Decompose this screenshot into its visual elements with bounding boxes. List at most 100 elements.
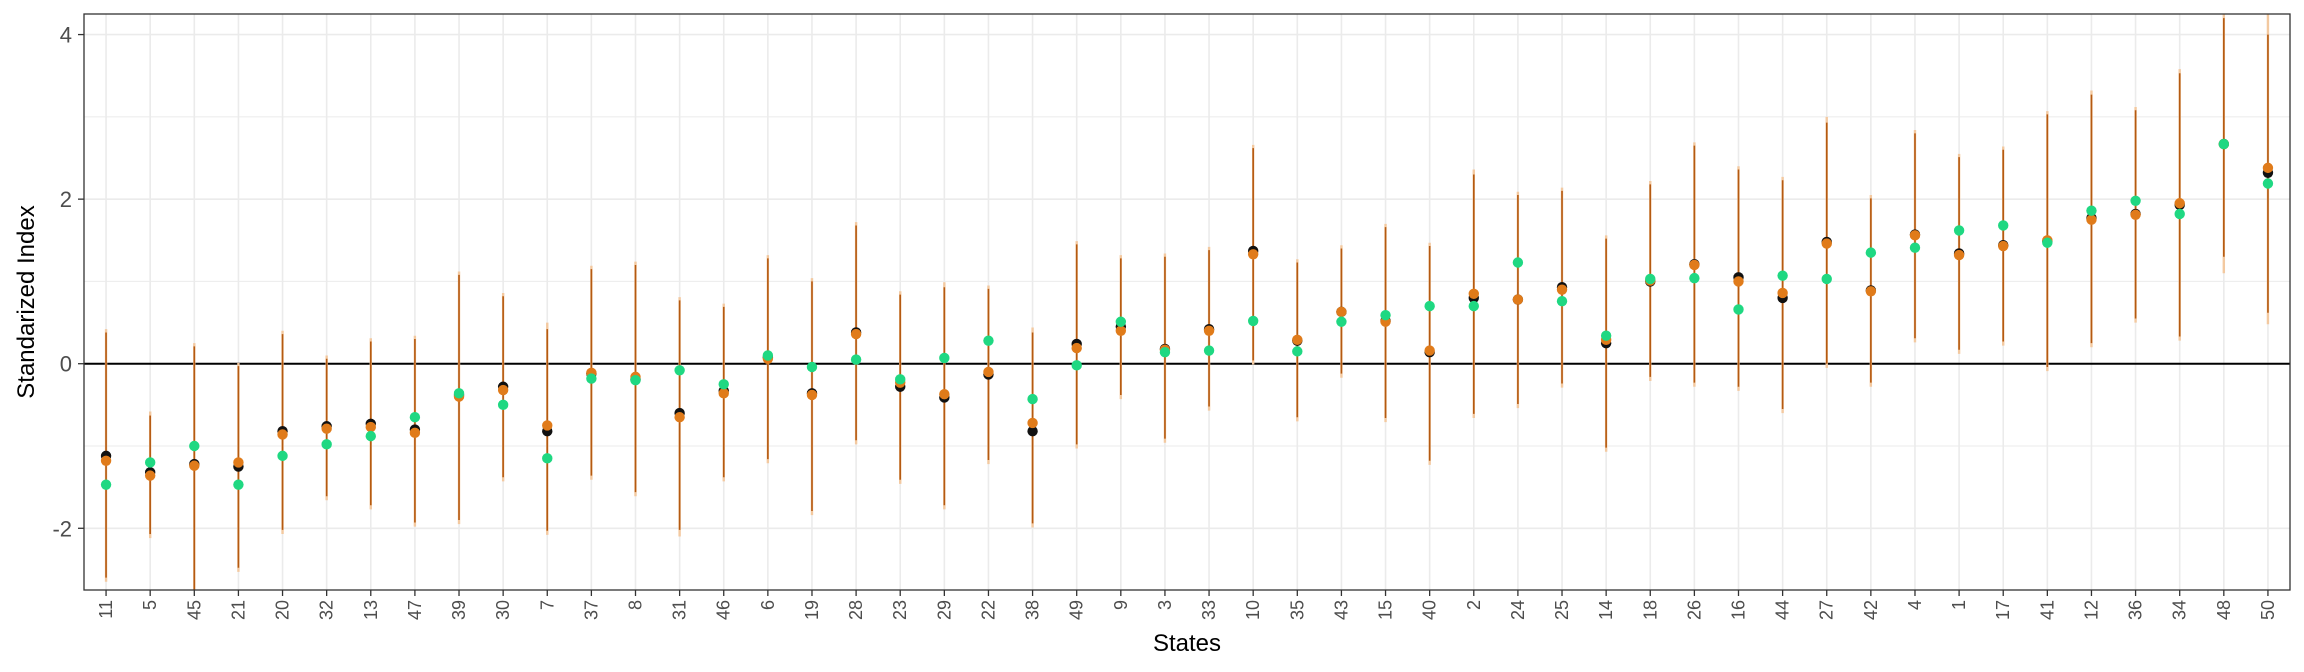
green-point	[1115, 316, 1127, 327]
green-point	[1998, 220, 2009, 231]
x-tick-label: 9	[1111, 600, 1131, 610]
orange-point	[233, 457, 244, 468]
x-tick-label: 43	[1331, 600, 1351, 620]
green-point	[586, 373, 597, 384]
x-tick-label: 7	[537, 600, 557, 610]
green-point	[409, 412, 421, 423]
orange-point	[1027, 417, 1038, 429]
green-point	[762, 350, 774, 361]
orange-point	[1424, 345, 1435, 356]
green-point	[1027, 393, 1038, 405]
x-tick-label: 4	[1905, 600, 1925, 610]
green-point	[189, 440, 200, 452]
plot-frame	[83, 13, 2291, 591]
x-tick-label: 2	[1464, 600, 1484, 610]
x-tick-label: 15	[1376, 600, 1396, 620]
green-point	[850, 354, 862, 365]
x-tick-label: 45	[184, 600, 204, 620]
orange-point	[497, 384, 509, 396]
x-tick-label: 37	[581, 600, 601, 620]
x-tick-label: 14	[1596, 600, 1616, 620]
orange-point	[1512, 294, 1524, 305]
x-tick-label: 34	[2170, 600, 2190, 620]
x-tick-label: 8	[626, 600, 646, 610]
green-point	[497, 399, 509, 411]
x-tick-label: 22	[978, 600, 998, 620]
x-tick-label: 31	[670, 600, 690, 620]
orange-point	[321, 423, 332, 434]
orange-point	[2086, 214, 2097, 225]
x-axis-title: States	[1153, 630, 1221, 657]
orange-point	[542, 420, 553, 431]
green-point	[542, 453, 553, 464]
x-tick-label: 44	[1773, 600, 1793, 620]
green-point	[1645, 273, 1656, 285]
green-point	[1247, 315, 1259, 327]
orange-point	[1821, 238, 1832, 249]
x-tick-label: 13	[361, 600, 381, 620]
x-tick-label: 33	[1199, 600, 1219, 620]
green-point	[1336, 316, 1347, 327]
orange-point	[1071, 342, 1082, 354]
x-tick-label: 48	[2214, 600, 2234, 620]
x-tick-label: 29	[934, 600, 954, 620]
x-tick-label: 11	[96, 600, 116, 619]
x-tick-label: 30	[493, 600, 513, 620]
orange-point	[1556, 284, 1568, 295]
green-point	[1821, 273, 1832, 285]
orange-point	[806, 389, 818, 401]
green-point	[1424, 300, 1435, 312]
orange-point	[409, 427, 421, 439]
x-tick-label: 49	[1067, 600, 1087, 620]
x-tick-label: 6	[758, 600, 778, 610]
x-tick-label: 20	[273, 600, 293, 620]
orange-point	[1909, 230, 1921, 241]
orange-point	[2130, 209, 2141, 220]
x-tick-label: 41	[2037, 600, 2057, 620]
green-point	[1071, 360, 1082, 371]
green-point	[2218, 138, 2230, 150]
green-point	[1468, 300, 1479, 312]
x-tick-label: 50	[2258, 600, 2278, 620]
orange-point	[1953, 249, 1965, 261]
green-point	[1865, 247, 1877, 258]
green-point	[100, 479, 112, 490]
orange-point	[1777, 287, 1788, 299]
green-point	[144, 457, 156, 468]
x-tick-label: 47	[405, 600, 425, 620]
x-tick-label: 39	[449, 600, 469, 620]
green-point	[453, 388, 465, 399]
data-points	[100, 138, 2274, 490]
black-point	[1027, 425, 1038, 437]
green-point	[1512, 257, 1524, 268]
x-tick-label: 28	[846, 600, 866, 620]
y-tick-label: 4	[60, 23, 72, 48]
x-tick-label: 12	[2081, 600, 2101, 620]
x-tick-label: 27	[1817, 600, 1837, 620]
green-point	[233, 479, 244, 490]
green-point	[806, 361, 818, 373]
x-tick-label: 46	[714, 600, 734, 620]
y-tick-label: 0	[60, 352, 72, 377]
orange-point	[100, 455, 112, 467]
x-tick-label: 3	[1155, 600, 1175, 610]
x-tick-label: 36	[2126, 600, 2146, 620]
green-point	[321, 439, 332, 450]
x-tick-label: 23	[890, 600, 910, 620]
orange-point	[1733, 276, 1744, 287]
y-axis-title: Standarized Index	[13, 205, 40, 398]
x-tick-label: 32	[317, 600, 337, 620]
orange-point	[850, 328, 862, 340]
green-point	[939, 352, 950, 364]
orange-point	[983, 366, 994, 378]
x-tick-label: 10	[1243, 600, 1263, 620]
green-point	[2174, 208, 2185, 220]
green-point	[1380, 309, 1391, 321]
green-point	[1556, 295, 1568, 307]
green-point	[1292, 346, 1303, 357]
green-point	[1689, 272, 1700, 284]
x-tick-label: 42	[1861, 600, 1881, 620]
x-tick-label: 24	[1508, 600, 1528, 620]
x-tick-label: 21	[228, 600, 248, 620]
